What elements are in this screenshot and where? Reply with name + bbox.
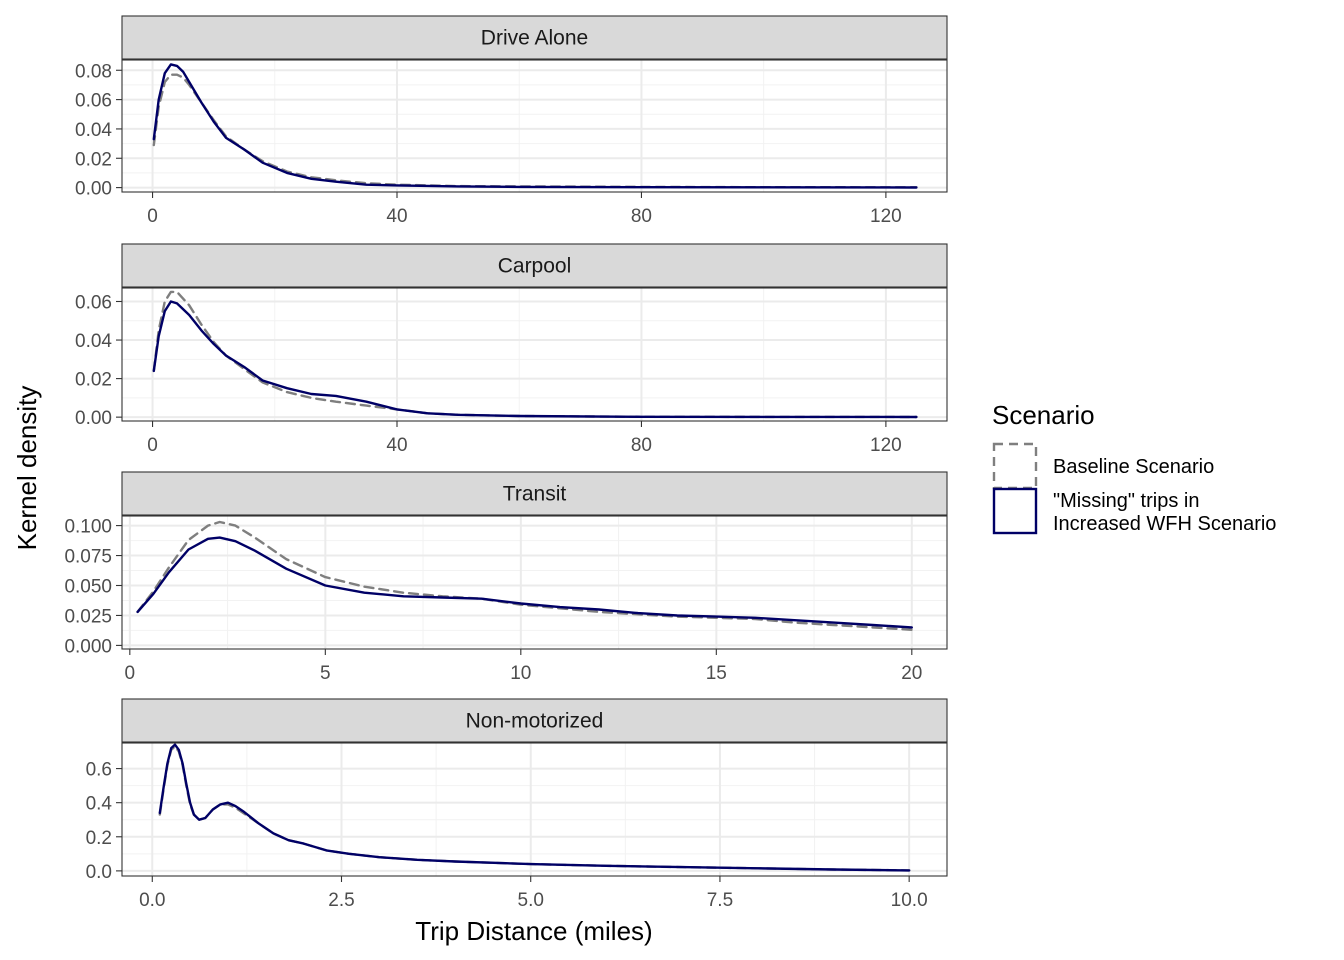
x-tick-label: 40 bbox=[386, 206, 407, 227]
x-tick-label: 40 bbox=[386, 435, 407, 456]
y-tick-label: 0.075 bbox=[64, 547, 112, 568]
y-tick-label: 0.2 bbox=[86, 828, 112, 849]
y-tick-label: 0.025 bbox=[64, 606, 112, 627]
legend-item-baseline: Baseline Scenario bbox=[992, 442, 1214, 490]
panel-background bbox=[122, 743, 947, 876]
x-tick-label: 10.0 bbox=[891, 890, 928, 911]
facet-title: Transit bbox=[503, 483, 567, 506]
y-tick-label: 0.06 bbox=[75, 292, 112, 313]
x-tick-label: 20 bbox=[901, 663, 922, 684]
y-tick-label: 0.0 bbox=[86, 862, 112, 883]
panel-border bbox=[121, 515, 948, 650]
facet-strip bbox=[121, 471, 948, 516]
y-tick-label: 0.00 bbox=[75, 408, 112, 429]
panel-border bbox=[121, 742, 948, 877]
y-tick-label: 0.02 bbox=[75, 370, 112, 391]
y-tick-label: 0.100 bbox=[64, 517, 112, 538]
y-tick-label: 0.4 bbox=[86, 794, 113, 815]
x-tick-label: 0 bbox=[147, 435, 158, 456]
x-axis-title: Trip Distance (miles) bbox=[415, 916, 652, 946]
y-tick-label: 0.08 bbox=[75, 61, 112, 82]
panel-background bbox=[122, 60, 947, 192]
x-tick-label: 7.5 bbox=[707, 890, 733, 911]
panel-border bbox=[121, 59, 948, 193]
x-tick-label: 0 bbox=[125, 663, 136, 684]
legend: Scenario Baseline Scenario "Missing" trip… bbox=[992, 400, 1276, 535]
facet-title: Carpool bbox=[498, 255, 572, 278]
y-tick-label: 0.02 bbox=[75, 149, 112, 170]
x-tick-label: 80 bbox=[631, 435, 652, 456]
x-tick-label: 15 bbox=[706, 663, 727, 684]
facet-drive-alone: Drive Alone 0.00 0.02 0.04 0.06 0.08 0 40 80 120 bbox=[75, 15, 948, 227]
facet-carpool: Carpool 0.00 0.02 0.04 0.06 0 40 80 120 bbox=[75, 243, 948, 456]
legend-label: Baseline Scenario bbox=[1053, 456, 1214, 478]
series-line-missing-trips bbox=[152, 63, 918, 189]
facet-strip bbox=[121, 243, 948, 288]
panel-border bbox=[121, 287, 948, 422]
legend-label: "Missing" trips in bbox=[1053, 490, 1199, 512]
facet-title: Non-motorized bbox=[466, 710, 604, 733]
y-tick-label: 0.050 bbox=[64, 576, 112, 597]
facet-non-motorized: Non-motorized 0.0 0.2 0.4 0.6 0.0 2.5 5.0 7.5 10.… bbox=[86, 698, 948, 911]
y-tick-label: 0.000 bbox=[64, 636, 112, 657]
x-tick-label: 5 bbox=[320, 663, 331, 684]
series-line-missing-trips bbox=[136, 536, 913, 629]
x-tick-label: 10 bbox=[510, 663, 531, 684]
y-tick-label: 0.04 bbox=[75, 120, 112, 141]
series-line-baseline bbox=[152, 290, 918, 419]
panel-background bbox=[122, 288, 947, 421]
x-tick-label: 5.0 bbox=[518, 890, 544, 911]
facet-transit: Transit 0.000 0.025 0.050 0.075 0.100 0 5 10 15 20 bbox=[64, 471, 948, 684]
y-tick-label: 0.06 bbox=[75, 91, 112, 112]
panel-background bbox=[122, 516, 947, 649]
y-axis-title: Kernel density bbox=[12, 386, 42, 551]
legend-key bbox=[992, 442, 1038, 490]
facet-strip bbox=[121, 698, 948, 743]
y-tick-label: 0.00 bbox=[75, 179, 112, 200]
series-line-missing-trips bbox=[152, 300, 918, 419]
series-line-baseline bbox=[152, 73, 918, 189]
facet-title: Drive Alone bbox=[481, 27, 588, 50]
y-tick-label: 0.04 bbox=[75, 331, 112, 352]
facet-strip bbox=[121, 15, 948, 60]
legend-key bbox=[992, 487, 1038, 535]
legend-label: Increased WFH Scenario bbox=[1053, 513, 1276, 535]
legend-title: Scenario bbox=[992, 400, 1095, 430]
x-tick-label: 120 bbox=[870, 435, 902, 456]
series-line-missing-trips bbox=[158, 743, 911, 872]
y-tick-label: 0.6 bbox=[86, 760, 112, 781]
x-tick-label: 0.0 bbox=[139, 890, 165, 911]
x-tick-label: 0 bbox=[147, 206, 158, 227]
x-tick-label: 120 bbox=[870, 206, 902, 227]
x-tick-label: 2.5 bbox=[328, 890, 354, 911]
x-tick-label: 80 bbox=[631, 206, 652, 227]
